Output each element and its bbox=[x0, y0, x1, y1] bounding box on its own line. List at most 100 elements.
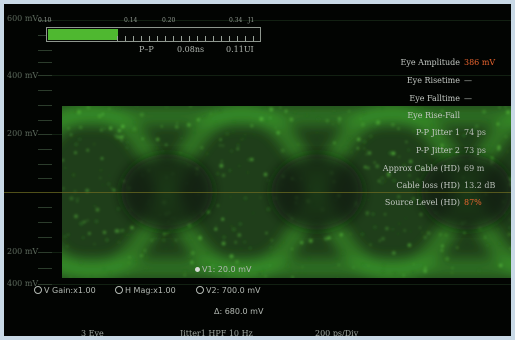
cursor-active-dot-icon bbox=[195, 267, 200, 272]
trace-sample bbox=[471, 243, 474, 245]
trace-sample bbox=[176, 122, 178, 124]
trace-sample bbox=[103, 267, 106, 270]
trace-sample bbox=[252, 212, 255, 215]
trace-sample bbox=[269, 116, 272, 119]
trace-sample bbox=[101, 113, 105, 116]
trace-sample bbox=[74, 151, 77, 154]
trace-sample bbox=[193, 132, 195, 134]
trace-sample bbox=[367, 198, 370, 201]
trace-sample bbox=[203, 114, 207, 118]
trace-sample bbox=[488, 120, 491, 123]
trace-sample bbox=[102, 230, 107, 234]
trace-sample bbox=[506, 150, 509, 153]
measurement-value: 73 ps bbox=[464, 146, 486, 155]
trace-sample bbox=[76, 197, 79, 200]
trace-sample bbox=[221, 217, 225, 221]
trace-sample bbox=[236, 147, 239, 150]
trace-sample bbox=[100, 129, 103, 132]
trace-sample bbox=[206, 210, 211, 214]
trace-sample bbox=[67, 127, 70, 130]
trace-sample bbox=[397, 195, 401, 199]
h-mag-readout: H Mag:x1.00 bbox=[115, 286, 176, 295]
measurement-value: 386 mV bbox=[464, 58, 496, 67]
trace-sample bbox=[143, 251, 147, 255]
trace-sample bbox=[69, 133, 73, 136]
trace-sample bbox=[373, 161, 376, 164]
y-axis-label: 200 mV bbox=[7, 247, 39, 256]
trace-sample bbox=[114, 134, 118, 138]
trace-sample bbox=[337, 125, 340, 128]
trace-sample bbox=[183, 269, 187, 273]
trace-sample bbox=[86, 148, 89, 152]
graticule-line bbox=[38, 284, 515, 285]
trace-sample bbox=[488, 144, 492, 148]
y-axis-label: 600 mV bbox=[7, 14, 39, 23]
trace-sample bbox=[455, 151, 458, 155]
radio-circle-icon bbox=[196, 286, 204, 294]
trace-sample bbox=[105, 238, 109, 242]
trace-sample bbox=[108, 107, 111, 110]
trace-sample bbox=[72, 173, 75, 177]
trace-sample bbox=[462, 133, 466, 138]
trace-sample bbox=[133, 259, 137, 262]
trace-sample bbox=[266, 120, 269, 123]
trace-sample bbox=[193, 126, 196, 129]
trace-sample bbox=[405, 217, 407, 220]
trace-sample bbox=[100, 125, 104, 129]
trace-sample bbox=[496, 122, 500, 126]
trace-sample bbox=[391, 123, 395, 127]
trace-sample bbox=[365, 149, 368, 152]
trace-sample bbox=[356, 147, 360, 150]
meter-scale-label: J1 bbox=[248, 17, 255, 24]
trace-sample bbox=[373, 225, 377, 230]
trace-sample bbox=[506, 110, 510, 115]
trace-sample bbox=[337, 263, 340, 266]
trace-sample bbox=[174, 239, 177, 242]
trace-sample bbox=[269, 254, 272, 256]
trace-sample bbox=[284, 114, 287, 116]
trace-sample bbox=[385, 226, 389, 231]
trace-sample bbox=[221, 173, 226, 177]
trace-sample bbox=[199, 233, 202, 235]
trace-sample bbox=[316, 131, 319, 134]
trace-sample bbox=[423, 235, 427, 240]
trace-sample bbox=[457, 134, 459, 136]
trace-sample bbox=[165, 106, 168, 109]
trace-sample bbox=[419, 107, 423, 111]
trace-sample bbox=[125, 146, 129, 150]
trace-sample bbox=[461, 229, 463, 231]
trace-sample bbox=[133, 130, 136, 133]
trace-sample bbox=[386, 172, 391, 177]
trace-sample bbox=[130, 130, 133, 133]
trace-sample bbox=[150, 239, 153, 242]
trace-sample bbox=[398, 155, 401, 158]
trace-sample bbox=[387, 175, 390, 179]
trace-sample bbox=[375, 164, 380, 169]
trace-sample bbox=[110, 187, 113, 190]
trace-sample bbox=[154, 229, 157, 232]
trace-sample bbox=[133, 120, 137, 124]
trace-sample bbox=[293, 110, 297, 114]
trace-sample bbox=[95, 207, 100, 212]
trace-sample bbox=[340, 250, 345, 255]
trace-sample bbox=[332, 109, 336, 113]
trace-sample bbox=[183, 274, 186, 276]
trace-sample bbox=[225, 210, 228, 213]
trace-sample bbox=[407, 148, 411, 152]
trace-sample bbox=[498, 106, 501, 109]
trace-sample bbox=[135, 106, 139, 108]
trace-sample bbox=[145, 256, 149, 260]
trace-sample bbox=[269, 246, 273, 250]
trace-sample bbox=[444, 233, 448, 237]
trace-sample bbox=[243, 137, 246, 140]
measurement-label: Cable loss (HD) bbox=[396, 181, 460, 190]
trace-sample bbox=[368, 158, 370, 161]
measurement-label: Source Level (HD) bbox=[384, 198, 460, 207]
trace-sample bbox=[390, 175, 393, 178]
trace-sample bbox=[407, 243, 412, 247]
trace-sample bbox=[440, 244, 444, 248]
trace-sample bbox=[420, 167, 424, 170]
v-gain-readout: V Gain:x1.00 bbox=[34, 286, 96, 295]
trace-sample bbox=[136, 130, 139, 133]
